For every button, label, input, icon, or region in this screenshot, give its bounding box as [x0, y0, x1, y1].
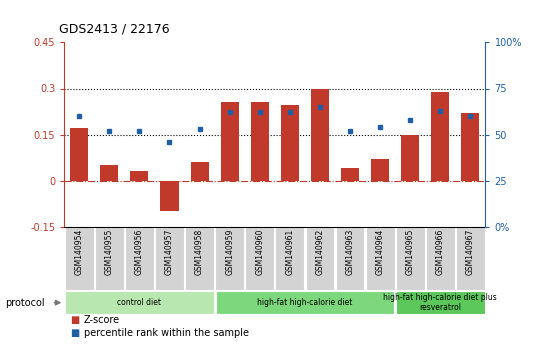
FancyBboxPatch shape: [215, 227, 244, 290]
FancyBboxPatch shape: [396, 227, 425, 290]
FancyBboxPatch shape: [65, 227, 94, 290]
Text: GSM140965: GSM140965: [406, 229, 415, 275]
FancyBboxPatch shape: [155, 227, 184, 290]
Text: GSM140961: GSM140961: [285, 229, 295, 275]
Text: GSM140958: GSM140958: [195, 229, 204, 275]
Bar: [100, 165, 118, 181]
FancyBboxPatch shape: [335, 227, 364, 290]
FancyBboxPatch shape: [65, 291, 214, 314]
Text: GSM140954: GSM140954: [75, 229, 84, 275]
Text: high-fat high-calorie diet plus
resveratrol: high-fat high-calorie diet plus resverat…: [383, 293, 497, 312]
Bar: [161, 181, 179, 211]
FancyBboxPatch shape: [456, 227, 485, 290]
Text: ■: ■: [70, 328, 79, 338]
FancyBboxPatch shape: [426, 227, 455, 290]
FancyBboxPatch shape: [215, 291, 395, 314]
FancyBboxPatch shape: [246, 227, 274, 290]
Text: GSM140955: GSM140955: [105, 229, 114, 275]
Bar: [251, 102, 269, 181]
Bar: [461, 113, 479, 181]
Text: GSM140966: GSM140966: [436, 229, 445, 275]
Text: GSM140957: GSM140957: [165, 229, 174, 275]
Text: GSM140959: GSM140959: [225, 229, 234, 275]
Text: GSM140956: GSM140956: [135, 229, 144, 275]
Bar: [190, 162, 209, 181]
Text: GSM140960: GSM140960: [255, 229, 264, 275]
Bar: [401, 135, 419, 181]
Bar: [371, 159, 389, 181]
Bar: [131, 171, 148, 181]
Bar: [341, 168, 359, 181]
Text: GSM140962: GSM140962: [315, 229, 324, 275]
Text: GDS2413 / 22176: GDS2413 / 22176: [59, 22, 169, 35]
FancyBboxPatch shape: [365, 227, 395, 290]
FancyBboxPatch shape: [185, 227, 214, 290]
Text: protocol: protocol: [6, 298, 45, 308]
Bar: [311, 88, 329, 181]
FancyBboxPatch shape: [125, 227, 154, 290]
FancyBboxPatch shape: [276, 227, 304, 290]
Text: control diet: control diet: [117, 298, 161, 307]
Text: GSM140967: GSM140967: [466, 229, 475, 275]
Bar: [70, 129, 88, 181]
FancyBboxPatch shape: [306, 227, 334, 290]
Bar: [220, 102, 239, 181]
Bar: [431, 92, 449, 181]
Text: high-fat high-calorie diet: high-fat high-calorie diet: [257, 298, 353, 307]
Text: GSM140964: GSM140964: [376, 229, 384, 275]
Text: percentile rank within the sample: percentile rank within the sample: [84, 328, 249, 338]
Text: Z-score: Z-score: [84, 315, 120, 325]
Text: GSM140963: GSM140963: [345, 229, 354, 275]
Bar: [281, 105, 299, 181]
Text: ■: ■: [70, 315, 79, 325]
FancyBboxPatch shape: [396, 291, 484, 314]
FancyBboxPatch shape: [95, 227, 124, 290]
